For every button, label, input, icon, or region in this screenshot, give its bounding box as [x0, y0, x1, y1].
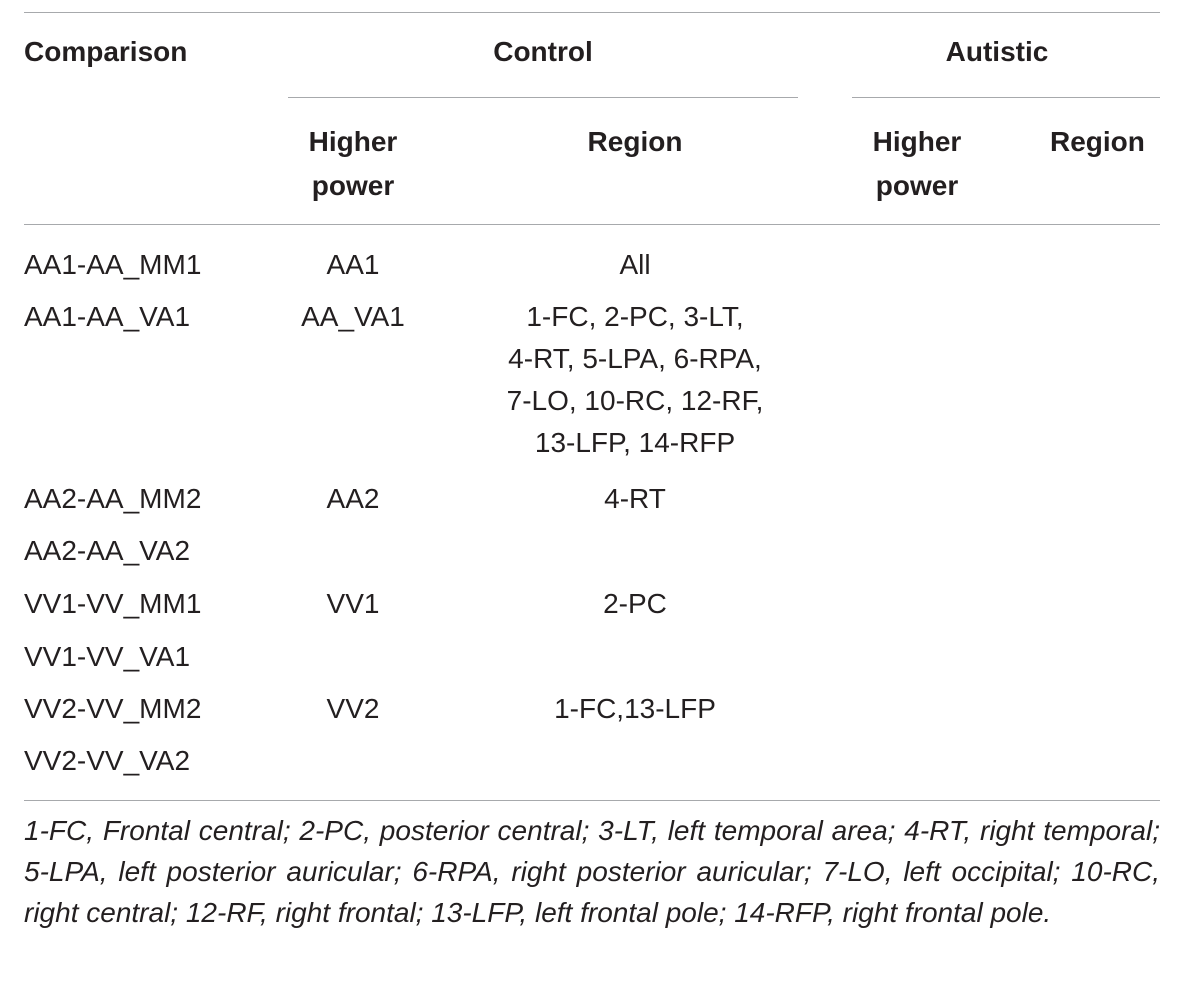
cell-control-region: 1-FC, 2-PC, 3-LT, 4-RT, 5-LPA, 6-RPA, 7-… [506, 301, 764, 458]
cell-control-higher-power: AA2 [326, 483, 380, 514]
header-control-region: Region [587, 126, 683, 157]
cell-comparison: VV1-VV_VA1 [24, 641, 191, 672]
cell-comparison: VV2-VV_MM2 [24, 693, 202, 724]
cell-control-region: 1-FC,13-LFP [554, 693, 716, 724]
cell-control-higher-power: AA_VA1 [301, 301, 405, 332]
cell-comparison: VV1-VV_MM1 [24, 588, 202, 619]
cell-control-region: 2-PC [603, 588, 667, 619]
cell-control-region: All [619, 249, 651, 280]
cell-control-higher-power: AA1 [326, 249, 380, 280]
cell-comparison: VV2-VV_VA2 [24, 745, 191, 776]
header-bottom-rule [24, 224, 1160, 225]
top-rule [24, 12, 1160, 13]
autistic-group-rule [852, 97, 1160, 98]
header-autistic: Autistic [945, 36, 1049, 67]
cell-comparison: AA1-AA_MM1 [24, 249, 202, 280]
header-comparison: Comparison [24, 36, 188, 67]
cell-comparison: AA2-AA_MM2 [24, 483, 202, 514]
control-group-rule [288, 97, 798, 98]
cell-control-region: 4-RT [604, 483, 666, 514]
header-autistic-higher-power: Higher power [872, 126, 962, 201]
header-control: Control [493, 36, 593, 67]
table-bottom-rule [24, 800, 1160, 801]
header-autistic-region: Region [1050, 126, 1145, 157]
cell-comparison: AA1-AA_VA1 [24, 301, 191, 332]
table-footnote: 1-FC, Frontal central; 2-PC, posterior c… [24, 815, 1160, 928]
cell-control-higher-power: VV1 [326, 588, 380, 619]
cell-comparison: AA2-AA_VA2 [24, 535, 191, 566]
cell-control-higher-power: VV2 [326, 693, 380, 724]
header-control-higher-power: Higher power [308, 126, 398, 201]
